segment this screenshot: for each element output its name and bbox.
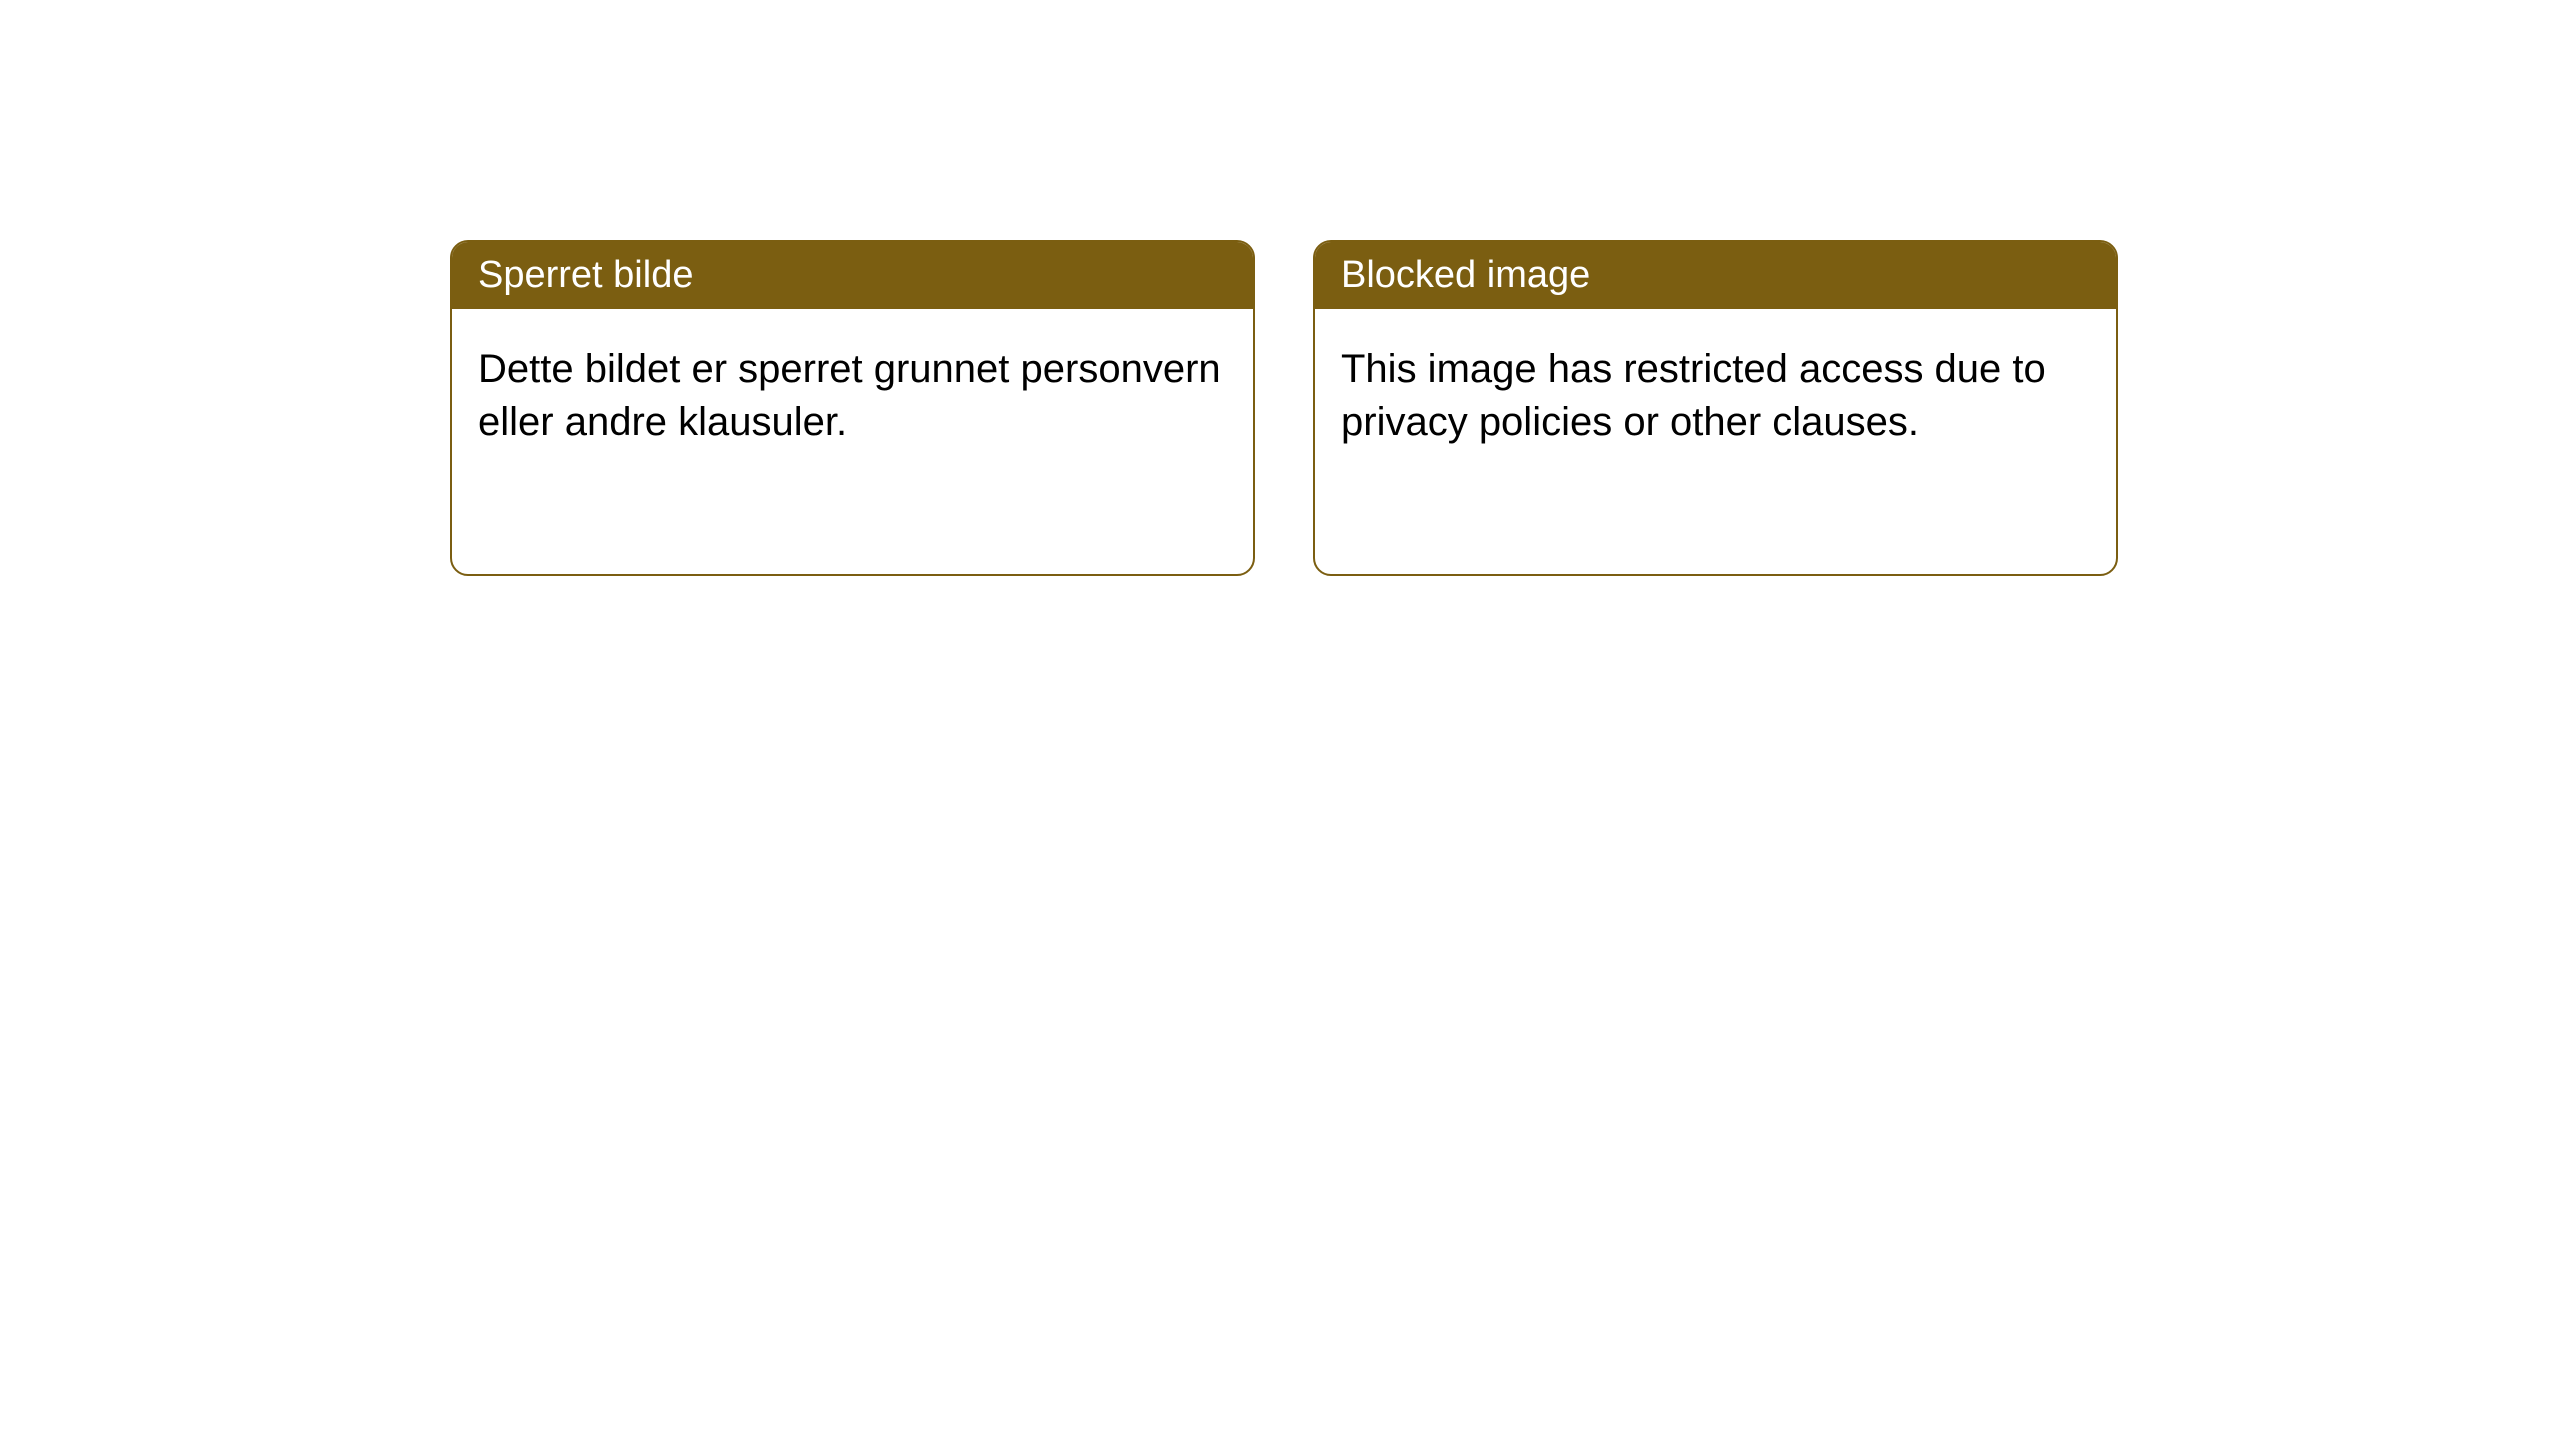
notice-title: Sperret bilde <box>478 254 693 296</box>
notice-body-text: Dette bildet er sperret grunnet personve… <box>478 347 1221 444</box>
notice-body-norwegian: Dette bildet er sperret grunnet personve… <box>452 309 1253 483</box>
notice-box-english: Blocked image This image has restricted … <box>1313 240 2118 576</box>
notice-header-english: Blocked image <box>1315 242 2116 309</box>
notice-header-norwegian: Sperret bilde <box>452 242 1253 309</box>
notice-container: Sperret bilde Dette bildet er sperret gr… <box>0 0 2560 576</box>
notice-body-text: This image has restricted access due to … <box>1341 347 2046 444</box>
notice-title: Blocked image <box>1341 254 1590 296</box>
notice-box-norwegian: Sperret bilde Dette bildet er sperret gr… <box>450 240 1255 576</box>
notice-body-english: This image has restricted access due to … <box>1315 309 2116 483</box>
